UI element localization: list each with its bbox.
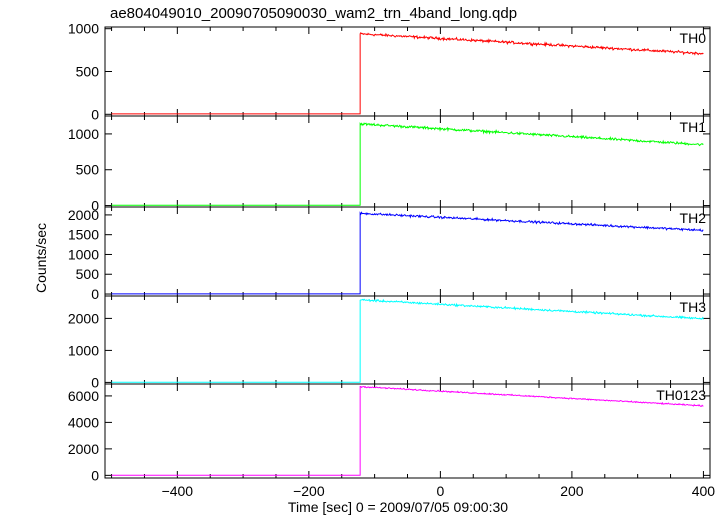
x-axis-label: Time [sec] 0 = 2009/07/05 09:00:30: [288, 499, 508, 515]
panel-th2: 0 500 1000 1500 2000 TH2: [68, 206, 711, 302]
y-tick-label: 0: [91, 467, 99, 483]
panel-label: TH0123: [656, 387, 706, 403]
y-tick-label: 0: [91, 286, 99, 302]
panel-label: TH2: [680, 210, 707, 226]
y-tick-label: 2000: [68, 310, 99, 326]
panel-th0: 0 500 1000 TH0: [68, 21, 711, 122]
y-tick-label: 500: [76, 162, 100, 178]
y-tick-label: 1000: [68, 21, 99, 37]
x-tick-label: 0: [436, 483, 444, 499]
x-tick-label: 200: [560, 483, 584, 499]
series-line-th2: [111, 211, 704, 295]
chart-title: ae804049010_20090705090030_wam2_trn_4ban…: [110, 5, 517, 22]
y-tick-label: 6000: [68, 388, 99, 404]
x-tick-label: −400: [162, 483, 194, 499]
y-tick-label: 0: [91, 374, 99, 390]
y-tick-label: 1000: [68, 246, 99, 262]
y-tick-label: 1500: [68, 227, 99, 243]
panel-frame: [104, 115, 711, 208]
y-tick-label: 2000: [68, 207, 99, 223]
panel-frame: [104, 26, 711, 117]
series-line-th3: [111, 298, 704, 383]
y-tick-label: 500: [76, 64, 100, 80]
x-tick-label: −200: [293, 483, 325, 499]
y-tick-label: 0: [91, 198, 99, 214]
panel-label: TH1: [680, 119, 707, 135]
panel-label: TH0: [680, 30, 707, 46]
y-tick-label: 1000: [68, 342, 99, 358]
series-line-th0: [111, 32, 704, 115]
panel-frame: [104, 206, 711, 297]
y-tick-label: 1000: [68, 126, 99, 142]
y-axis-label: Counts/sec: [33, 223, 49, 293]
panel-frame: [104, 383, 711, 479]
x-tick-label: 400: [692, 483, 716, 499]
y-tick-label: 2000: [68, 441, 99, 457]
y-tick-label: 0: [91, 106, 99, 122]
panel-th3: 0 1000 2000 TH3: [68, 295, 711, 390]
series-line-th0123: [111, 385, 704, 476]
panel-th0123: 0 2000 4000 6000 TH0123: [68, 383, 711, 483]
panel-th1: 0 500 1000 TH1: [68, 115, 711, 214]
panel-frame: [104, 295, 711, 385]
y-tick-label: 4000: [68, 414, 99, 430]
y-tick-label: 500: [76, 266, 100, 282]
panel-label: TH3: [680, 299, 707, 315]
series-line-th1: [111, 122, 704, 206]
